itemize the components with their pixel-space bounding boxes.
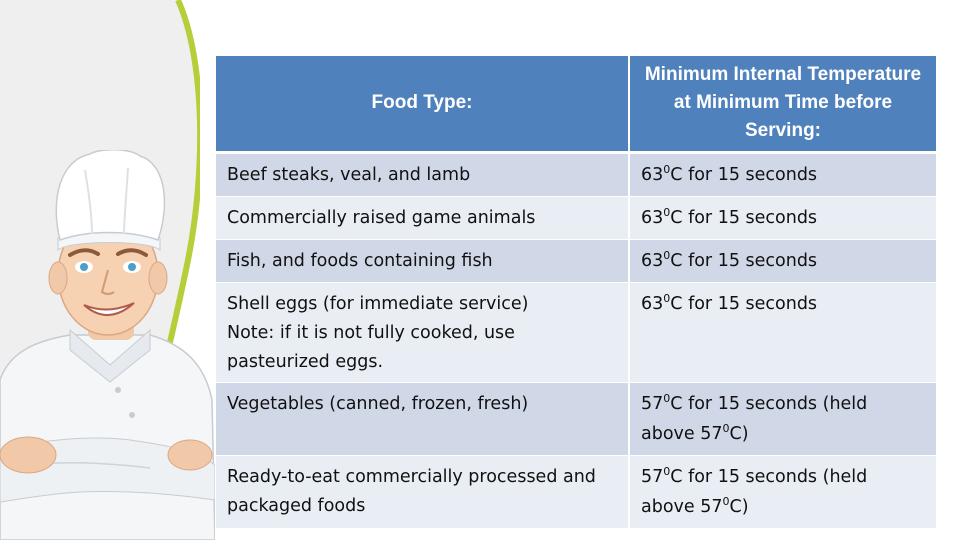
degree-sup: 0 [663,291,671,305]
food-name: Shell eggs (for immediate service) [227,293,529,314]
table-row: Beef steaks, veal, and lamb 630C for 15 … [216,152,936,197]
temp-cell: 570C for 15 seconds (held above 570C) [629,455,936,529]
temp-rest: C for 15 seconds (held above 57 [641,393,868,444]
food-cell: Shell eggs (for immediate service) Note: … [216,282,630,383]
temp-rest: C for 15 seconds [670,164,818,185]
degree-sup: 0 [663,464,671,478]
temp-value: 57 [641,393,664,414]
temp-cell: 630C for 15 seconds [629,282,936,383]
temp-rest: C for 15 seconds [670,250,818,271]
temp-rest: C for 15 seconds [670,207,818,228]
table-row: Ready-to-eat commercially processed and … [216,455,936,529]
food-cell: Beef steaks, veal, and lamb [216,152,630,197]
temp-rest: C for 15 seconds (held above 57 [641,466,868,517]
table-row: Commercially raised game animals 630C fo… [216,196,936,240]
food-cell: Fish, and foods containing fish [216,239,630,283]
temp-cell: 630C for 15 seconds [629,239,936,283]
degree-sup: 0 [722,421,730,435]
table-row: Fish, and foods containing fish 630C for… [216,239,936,283]
food-temperature-table: Food Type: Minimum Internal Temperature … [216,56,936,529]
temp-value: 57 [641,466,664,487]
temp-value: 63 [641,293,664,314]
chef-illustration [0,150,215,540]
header-food-type: Food Type: [216,56,630,154]
degree-sup: 0 [663,248,671,262]
food-cell: Ready-to-eat commercially processed and … [216,455,630,529]
temp-cell: 570C for 15 seconds (held above 570C) [629,382,936,456]
food-note: Note: if it is not fully cooked, use pas… [227,322,515,372]
degree-sup: 0 [722,494,730,508]
degree-sup: 0 [663,391,671,405]
temp-end: C) [729,496,749,517]
temp-rest: C for 15 seconds [670,293,818,314]
food-cell: Commercially raised game animals [216,196,630,240]
temp-value: 63 [641,164,664,185]
temp-value: 63 [641,250,664,271]
table-header-row: Food Type: Minimum Internal Temperature … [216,56,936,154]
degree-sup: 0 [663,205,671,219]
temp-value: 63 [641,207,664,228]
header-min-temp: Minimum Internal Temperature at Minimum … [629,56,936,154]
table-row: Shell eggs (for immediate service) Note: … [216,282,936,383]
temp-cell: 630C for 15 seconds [629,152,936,197]
temp-end: C) [729,423,749,444]
temp-cell: 630C for 15 seconds [629,196,936,240]
table-row: Vegetables (canned, frozen, fresh) 570C … [216,382,936,456]
food-cell: Vegetables (canned, frozen, fresh) [216,382,630,456]
degree-sup: 0 [663,162,671,176]
